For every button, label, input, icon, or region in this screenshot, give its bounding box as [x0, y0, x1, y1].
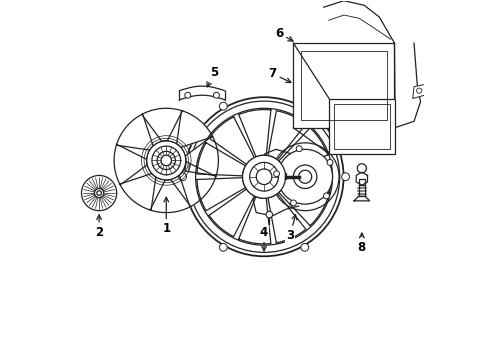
Polygon shape [238, 197, 270, 244]
Polygon shape [358, 185, 365, 196]
Text: 2: 2 [95, 215, 103, 239]
Circle shape [157, 151, 175, 170]
Polygon shape [150, 180, 190, 213]
Polygon shape [179, 171, 216, 207]
Polygon shape [185, 136, 218, 176]
Polygon shape [116, 114, 153, 150]
Text: 4: 4 [260, 226, 267, 251]
Polygon shape [197, 177, 245, 211]
Circle shape [357, 164, 366, 173]
Text: 6: 6 [274, 27, 292, 41]
Polygon shape [328, 99, 394, 154]
Circle shape [94, 189, 103, 198]
Polygon shape [355, 172, 367, 185]
Polygon shape [197, 143, 245, 176]
Circle shape [277, 149, 332, 204]
Circle shape [273, 171, 279, 177]
Circle shape [296, 146, 302, 152]
Circle shape [188, 101, 339, 252]
Text: 7: 7 [268, 67, 290, 82]
Circle shape [290, 200, 296, 206]
Circle shape [326, 159, 332, 165]
Circle shape [300, 243, 308, 251]
Circle shape [219, 102, 227, 110]
Polygon shape [209, 189, 254, 237]
Circle shape [256, 169, 271, 185]
Text: 1: 1 [162, 197, 170, 235]
Circle shape [323, 193, 329, 199]
Circle shape [242, 155, 285, 198]
Circle shape [97, 191, 101, 195]
Circle shape [213, 92, 219, 98]
Polygon shape [278, 184, 327, 226]
Circle shape [184, 97, 343, 256]
Polygon shape [267, 194, 305, 243]
Circle shape [300, 102, 308, 110]
Circle shape [178, 173, 186, 181]
Polygon shape [285, 161, 330, 193]
Circle shape [219, 243, 227, 251]
Text: 3: 3 [285, 215, 296, 242]
Circle shape [146, 141, 185, 180]
Circle shape [416, 88, 421, 93]
Circle shape [81, 175, 117, 211]
Circle shape [298, 170, 311, 183]
Circle shape [341, 173, 349, 181]
Polygon shape [394, 43, 420, 128]
Polygon shape [278, 128, 327, 170]
Circle shape [161, 155, 171, 166]
Polygon shape [267, 111, 305, 160]
Polygon shape [176, 111, 212, 147]
Polygon shape [209, 117, 254, 165]
Circle shape [293, 165, 316, 189]
Text: 8: 8 [357, 233, 365, 254]
Polygon shape [142, 108, 182, 141]
Circle shape [265, 211, 272, 218]
Circle shape [271, 143, 338, 211]
Text: 5: 5 [206, 66, 218, 87]
Polygon shape [120, 174, 156, 210]
Circle shape [249, 162, 278, 191]
Polygon shape [412, 84, 425, 99]
Circle shape [184, 92, 190, 98]
Polygon shape [358, 179, 365, 185]
Polygon shape [293, 43, 394, 128]
Polygon shape [353, 196, 369, 201]
Circle shape [152, 146, 180, 175]
Polygon shape [238, 109, 270, 157]
Polygon shape [114, 144, 147, 185]
